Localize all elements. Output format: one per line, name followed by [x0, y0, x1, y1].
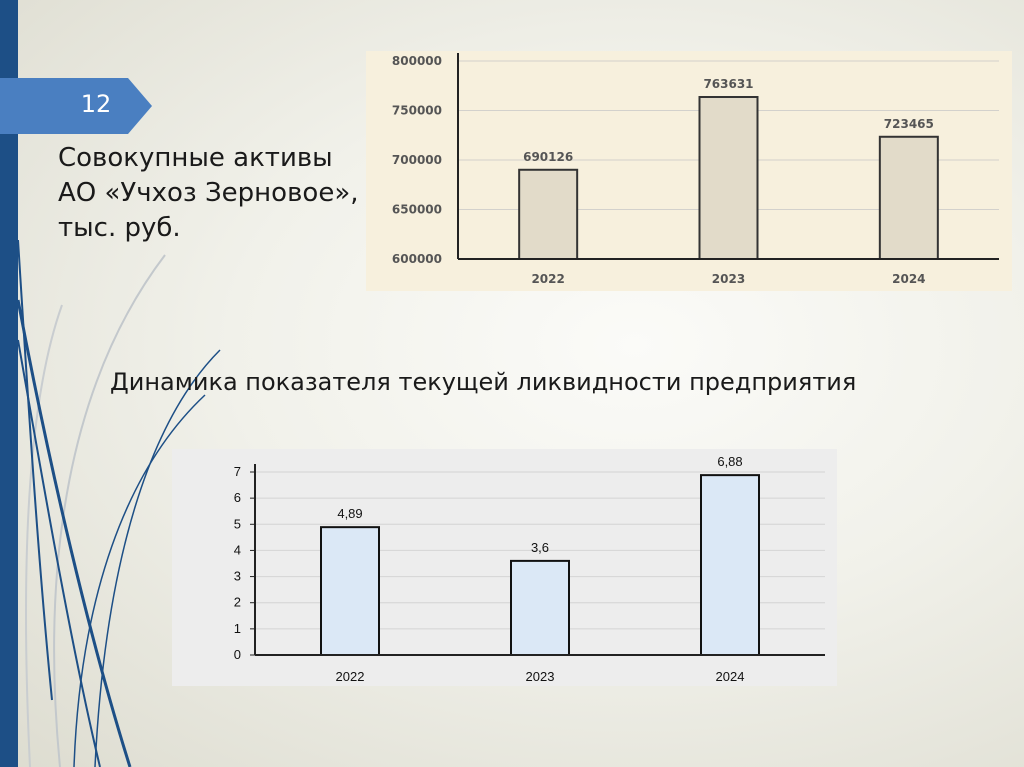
left-sidebar-bar — [0, 0, 18, 767]
y-tick-label: 3 — [234, 569, 241, 584]
bar-2023 — [510, 559, 570, 656]
liquidity-title: Динамика показателя текущей ликвидности … — [110, 368, 857, 396]
bar-2024 — [878, 135, 939, 260]
x-tick-label: 2023 — [712, 272, 745, 286]
y-tick-label: 650000 — [392, 203, 442, 217]
data-label: 723465 — [884, 117, 934, 131]
slide-number-badge: 12 — [0, 78, 152, 134]
y-tick-label: 6 — [234, 490, 241, 505]
y-tick-label: 700000 — [392, 153, 442, 167]
y-tick-label: 1 — [234, 621, 241, 636]
y-tick-label: 2 — [234, 595, 241, 610]
x-tick-label: 2022 — [336, 669, 365, 684]
y-tick-label: 600000 — [392, 252, 442, 266]
slide-number: 12 — [80, 90, 112, 118]
x-tick-label: 2024 — [892, 272, 925, 286]
y-tick-label: 750000 — [392, 104, 442, 118]
y-tick-label: 7 — [234, 464, 241, 479]
bar-2024 — [700, 474, 760, 656]
bar-2023 — [698, 96, 759, 260]
liquidity-bar-chart: 0 1 2 3 4 5 6 7 4,89 2022 3,6 2023 6,88 2024 — [172, 449, 837, 686]
data-label: 763631 — [703, 77, 753, 91]
assets-bar-chart: 600000 650000 700000 750000 800000 690126 2022… — [366, 51, 1012, 291]
y-tick-label: 0 — [234, 647, 241, 662]
y-tick-label: 5 — [234, 516, 241, 531]
x-tick-label: 2023 — [526, 669, 555, 684]
x-tick-label: 2022 — [531, 272, 564, 286]
data-label: 690126 — [523, 150, 573, 164]
bar-2022 — [518, 168, 579, 260]
data-label: 6,88 — [717, 454, 742, 469]
y-tick-label: 4 — [234, 542, 241, 557]
bar-2022 — [320, 526, 380, 656]
x-tick-label: 2024 — [716, 669, 745, 684]
data-label: 4,89 — [337, 506, 362, 521]
data-label: 3,6 — [531, 540, 549, 555]
assets-title: Совокупные активы АО «Учхоз Зерновое», т… — [58, 143, 359, 243]
y-tick-label: 800000 — [392, 54, 442, 68]
